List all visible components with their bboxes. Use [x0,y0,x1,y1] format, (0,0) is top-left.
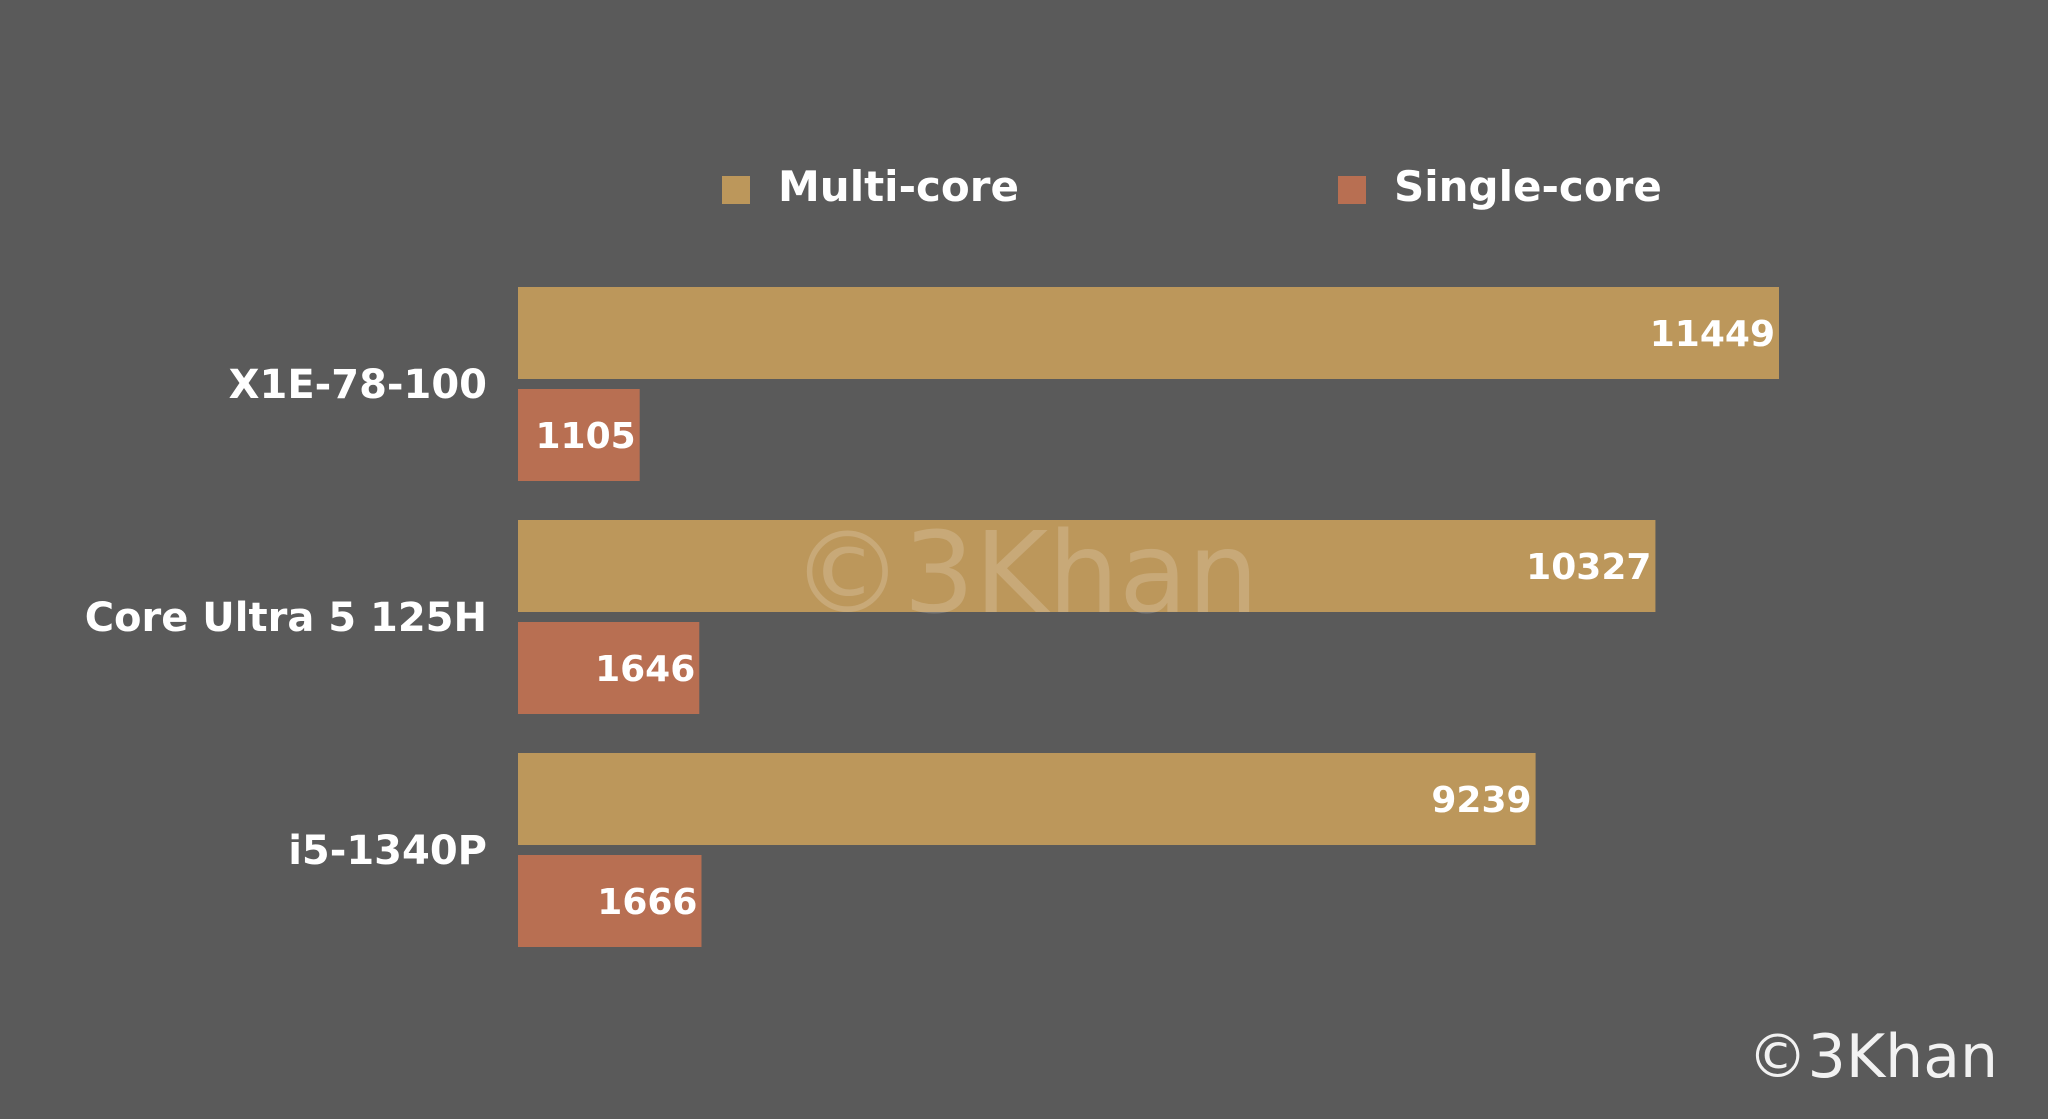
bar-multi-core-i5-1340p [518,753,1536,845]
corner-watermark: ©3Khan [1748,1022,1998,1092]
value-label-single-core-core-ultra-5-125h: 1646 [595,649,695,690]
legend-label-single-core: Single-core [1394,162,1662,211]
value-label-multi-core-core-ultra-5-125h: 10327 [1526,547,1651,588]
legend-swatch-single-core [1338,176,1366,204]
category-labels: X1E-78-100 Core Ultra 5 125H i5-1340P [85,362,487,874]
center-watermark: ©3Khan [791,509,1258,639]
bar-single-core-core-ultra-5-125h [518,622,700,714]
bar-multi-core-x1e-78-100 [518,287,1779,379]
chart-bars [518,287,1779,947]
category-label-core-ultra-5-125h: Core Ultra 5 125H [85,595,487,641]
bar-single-core-i5-1340p [518,855,702,947]
value-labels: 11449 1105 10327 1646 9239 1666 [536,314,1775,923]
category-label-i5-1340p: i5-1340P [288,828,487,874]
value-label-single-core-x1e-78-100: 1105 [536,416,636,457]
legend-swatch-multi-core [722,176,750,204]
value-label-multi-core-i5-1340p: 9239 [1431,780,1531,821]
bar-single-core-x1e-78-100 [518,389,640,481]
category-label-x1e-78-100: X1E-78-100 [229,362,487,408]
value-label-multi-core-x1e-78-100: 11449 [1650,314,1775,355]
value-label-single-core-i5-1340p: 1666 [597,882,697,923]
legend-label-multi-core: Multi-core [778,162,1019,211]
chart-legend: Multi-core Single-core [722,162,1662,211]
bar-multi-core-core-ultra-5-125h [518,520,1656,612]
